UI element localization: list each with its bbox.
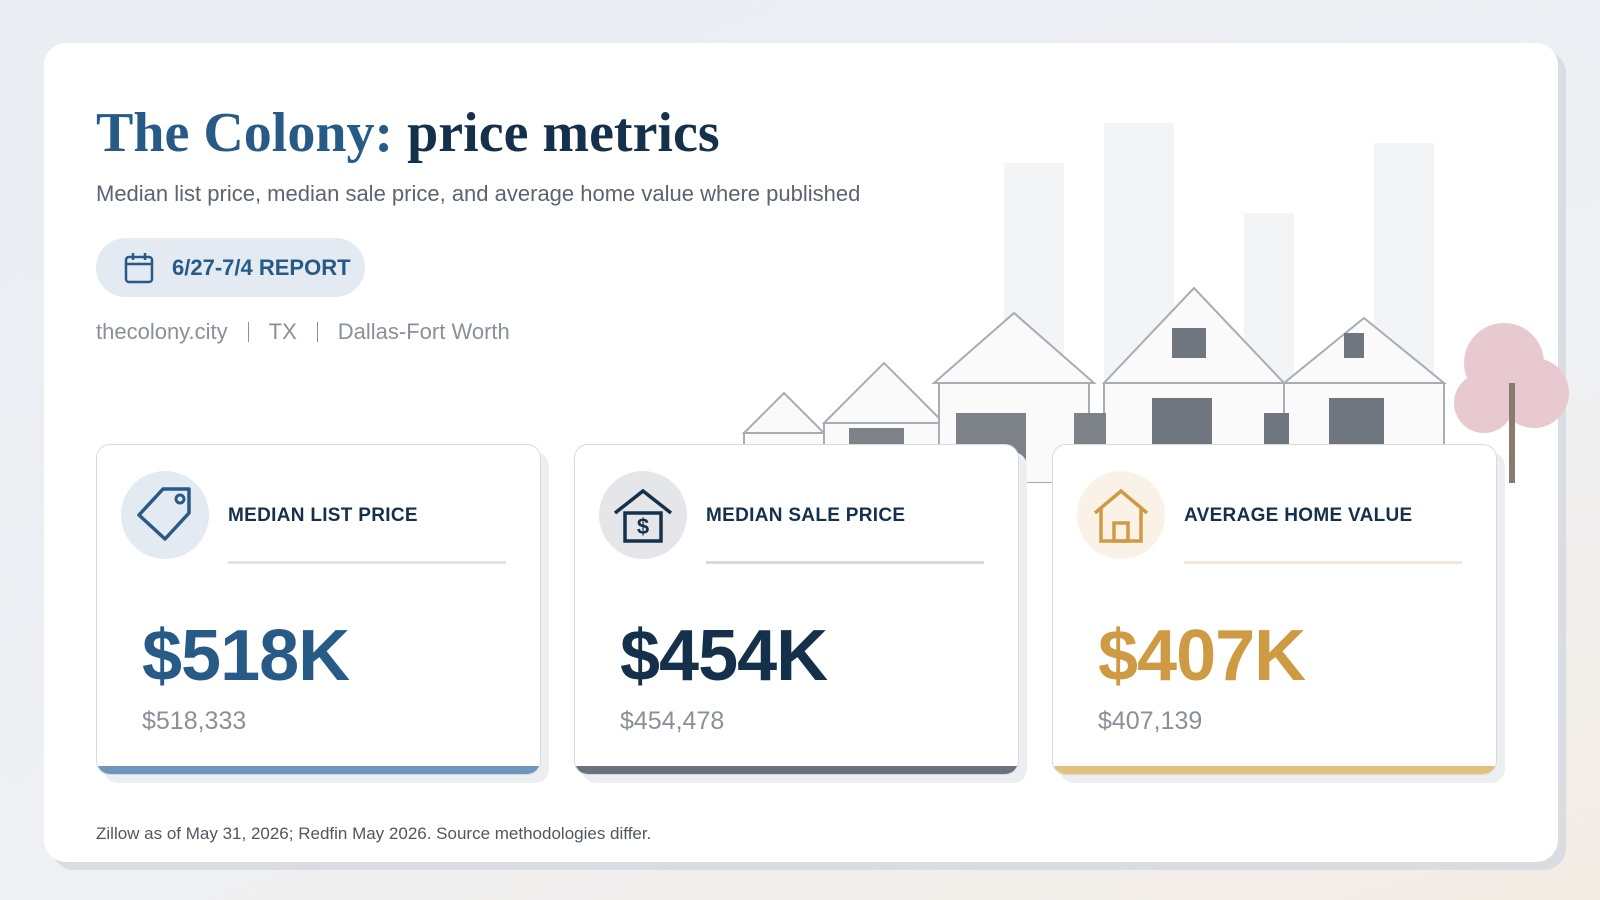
metric-icon [121, 471, 209, 559]
metric-icon [1077, 471, 1165, 559]
metric-value: $518K [142, 616, 350, 696]
metric-icon: $ [599, 471, 687, 559]
panel: The Colony: price metrics Median list pr… [44, 43, 1569, 862]
accent-bar [97, 766, 540, 774]
title-place: The Colony: [96, 102, 394, 164]
meta-item: TX [268, 319, 297, 344]
metric-exact: $407,139 [1098, 707, 1203, 735]
metric-exact: $454,478 [620, 707, 725, 735]
meta-item: Dallas-Fort Worth [337, 319, 510, 344]
metric-value: $407K [1098, 616, 1306, 696]
separator [247, 322, 249, 342]
metric-value: $454K [620, 616, 828, 696]
house-illustration [741, 123, 1569, 483]
metric-label: AVERAGE HOME VALUE [1184, 505, 1413, 526]
badge-text: 6/27-7/4 REPORT [172, 254, 351, 280]
accent-bar [575, 766, 1018, 774]
title-rest: price metrics [407, 102, 720, 164]
title: The Colony: price metrics [96, 101, 720, 165]
report-badge: 6/27-7/4 REPORT [96, 238, 365, 297]
metric-card: AVERAGE HOME VALUE $407K $407,139 [1052, 444, 1497, 775]
metric-card: $ MEDIAN SALE PRICE $454K $454,478 [574, 444, 1019, 775]
metric-card: MEDIAN LIST PRICE $518K $518,333 [96, 444, 541, 775]
svg-text:$: $ [637, 514, 649, 539]
metric-label: MEDIAN LIST PRICE [228, 505, 418, 526]
icon-graphic [137, 487, 191, 541]
calendar-icon [124, 252, 154, 283]
icon-graphic: $ [613, 488, 673, 543]
meta-item: thecolony.city [96, 319, 228, 344]
subtitle: Median list price, median sale price, an… [96, 181, 861, 206]
meta-row: thecolony.city TX Dallas-Fort Worth [96, 319, 510, 345]
separator [316, 322, 318, 342]
accent-bar [1053, 766, 1496, 774]
icon-graphic [1093, 488, 1149, 543]
divider [228, 561, 506, 564]
footer-note: Zillow as of May 31, 2026; Redfin May 20… [96, 824, 652, 843]
divider [1184, 561, 1462, 564]
divider [706, 561, 984, 564]
metric-label: MEDIAN SALE PRICE [706, 505, 906, 526]
metric-exact: $518,333 [142, 707, 247, 735]
